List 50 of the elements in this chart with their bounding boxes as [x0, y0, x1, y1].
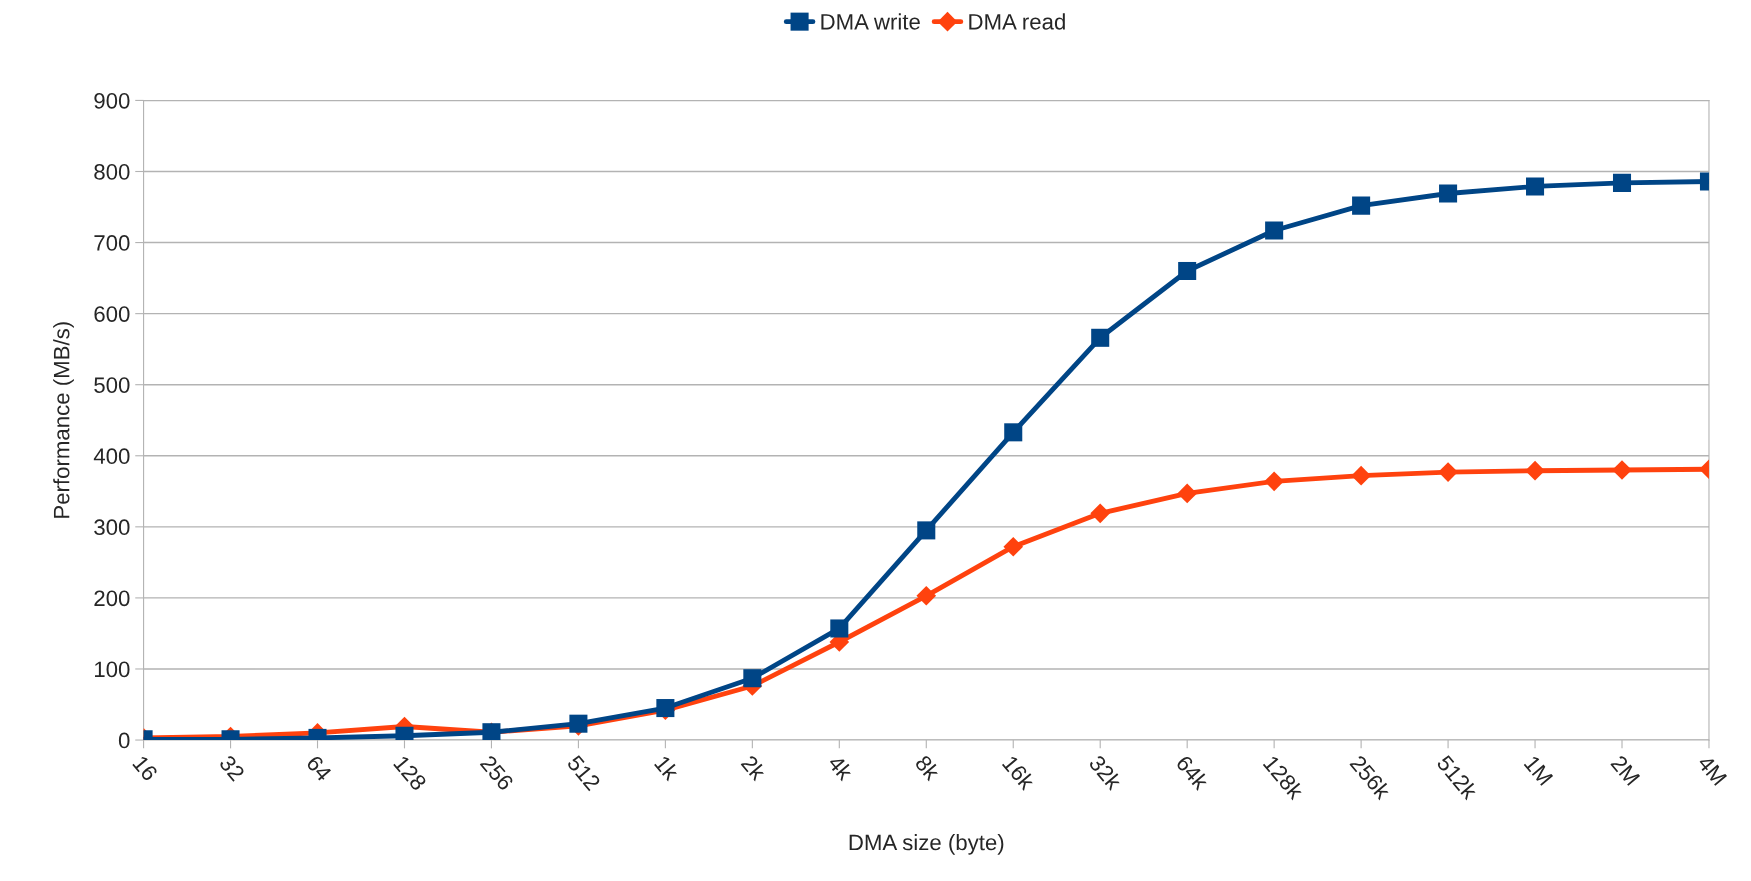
y-tick-label: 800 — [94, 164, 130, 180]
x-tick-label: 32k — [1088, 753, 1124, 792]
point — [1352, 196, 1371, 215]
x-tick-label: 4k — [827, 753, 855, 782]
y-tick-label: 300 — [94, 519, 130, 536]
y-axis-title: Performance (MB/s) — [53, 322, 74, 518]
legend-label: DMA write — [821, 13, 920, 30]
point — [1178, 261, 1197, 281]
y-tick-label: 0 — [118, 732, 130, 749]
x-tick-label: 256 — [479, 754, 515, 792]
x-tick-label: 2k — [740, 754, 768, 782]
y-tick-label: 100 — [95, 661, 130, 678]
x-tick-label: 32 — [218, 754, 246, 782]
y-tick-label: 400 — [93, 448, 130, 465]
point — [916, 585, 937, 606]
y-tick-label: 600 — [94, 306, 130, 322]
point — [743, 669, 762, 688]
x-tick-label: 16 — [132, 754, 159, 782]
x-tick-label: 64 — [305, 754, 333, 783]
x-tick-label: 2M — [1610, 754, 1641, 786]
point — [1439, 184, 1458, 203]
x-tick-label: 4M — [1696, 754, 1728, 786]
y-tick-label: 900 — [94, 92, 130, 109]
y-tick-label: 200 — [94, 590, 130, 607]
point — [1612, 173, 1632, 192]
point — [1526, 177, 1545, 196]
point — [1003, 536, 1024, 557]
x-tick-label: 1k — [654, 754, 681, 782]
point — [917, 521, 936, 540]
x-tick-label: 128 — [393, 754, 428, 792]
point — [1264, 471, 1284, 492]
x-tick-label: 1M — [1523, 755, 1554, 786]
point — [830, 619, 849, 638]
point — [1177, 483, 1197, 504]
point — [1525, 460, 1545, 481]
point — [1004, 423, 1023, 442]
x-tick-label: 512 — [566, 754, 602, 792]
y-tick-label: 500 — [94, 377, 130, 393]
x-tick-label: 8k — [914, 753, 942, 782]
point — [1091, 328, 1110, 347]
point — [1351, 465, 1371, 486]
point — [1612, 460, 1632, 480]
point — [1090, 503, 1111, 524]
point — [1438, 462, 1458, 482]
legend-label: DMA read — [969, 13, 1065, 30]
x-tick-label: 16k — [1001, 754, 1037, 792]
x-tick-label: 64k — [1175, 754, 1211, 792]
x-axis-title: DMA size (byte) — [849, 834, 1004, 855]
y-tick-label: 700 — [94, 235, 130, 251]
point — [1265, 221, 1284, 240]
